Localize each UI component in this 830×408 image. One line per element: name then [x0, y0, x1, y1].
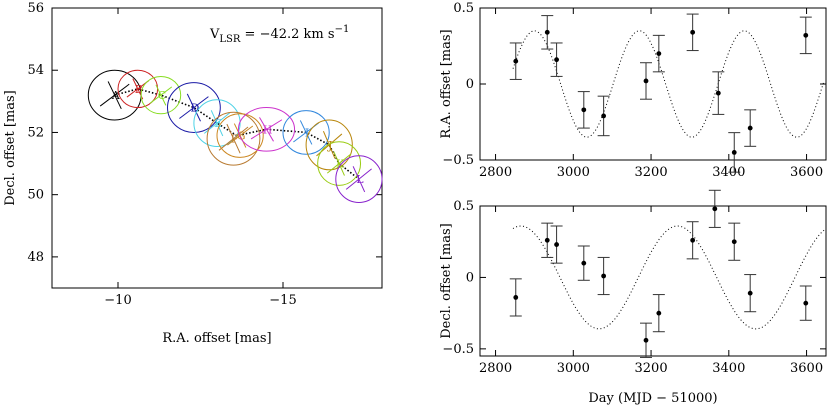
plot-frame	[479, 205, 827, 357]
x-tick-label: −10	[104, 293, 131, 308]
spot-ellipse	[335, 155, 383, 203]
velocity-annotation: VLSR = −42.2 km s−1	[209, 24, 349, 45]
data-point	[581, 260, 587, 266]
y-tick-label: 54	[27, 63, 44, 78]
spot-label: L	[356, 173, 364, 186]
spot-label: G	[237, 130, 246, 143]
decl-offset-panel: 2800 3000 3200 3400 3600 −0.5 0 0.5 Decl. offset…	[439, 189, 827, 406]
spot-label: A	[111, 89, 121, 102]
y-axis-label: Decl. offset [mas]	[3, 90, 18, 206]
spot-ellipse	[282, 110, 330, 155]
data-point	[715, 90, 721, 96]
data-point	[554, 242, 559, 247]
spot-minor-axis	[155, 84, 167, 106]
spot-ellipse	[216, 113, 264, 158]
data-point	[747, 290, 753, 296]
spot-minor-axis	[186, 93, 201, 122]
data-point	[803, 32, 809, 38]
data-point	[581, 107, 587, 113]
model-curve	[512, 30, 825, 138]
y-tick-label: 0	[466, 270, 474, 285]
spot-minor-axis	[233, 123, 247, 148]
data-point	[731, 239, 737, 245]
x-axis-label: R.A. offset [mas]	[162, 331, 271, 346]
spot-minor-axis	[299, 120, 313, 145]
spot-label: C	[158, 89, 166, 102]
spot-minor-axis	[107, 81, 122, 110]
spot-minor-axis	[210, 110, 224, 137]
spot-ellipse	[237, 107, 296, 152]
x-tick-label: 3000	[557, 165, 590, 180]
spot-ellipse	[206, 111, 261, 166]
spot-ellipse	[193, 99, 241, 147]
spot-label: D	[190, 102, 199, 115]
y-axis-label: Decl. offset [mas]	[439, 223, 454, 339]
data-point	[712, 206, 718, 212]
spot-minor-axis	[226, 123, 241, 154]
x-tick-label: 3000	[557, 361, 590, 376]
y-tick-label: 0.5	[453, 1, 474, 16]
x-tick-label: 3600	[790, 165, 823, 180]
ra-offset-panel: 2800 3000 3200 3400 3600−0.500.5R.A. offset …	[439, 1, 827, 180]
data-point	[803, 300, 809, 306]
data-point	[601, 273, 607, 279]
spot-ellipse	[305, 119, 353, 171]
y-tick-label: 0	[466, 77, 474, 92]
x-tick-label: 3400	[712, 361, 745, 376]
data-point	[513, 295, 519, 300]
data-point	[731, 150, 737, 155]
spot-minor-axis	[259, 117, 274, 142]
spot-label: J	[327, 139, 332, 152]
data-point	[601, 113, 607, 119]
model-curve	[512, 225, 825, 330]
spot-map-panel: −10 −15 48 50 52 54 56 R.A. offset [mas] Decl. o…	[3, 1, 383, 346]
plot-frame	[479, 7, 827, 161]
spot-ellipse	[317, 141, 362, 186]
spot-minor-axis	[333, 151, 345, 176]
data-point	[747, 125, 753, 131]
data-point	[690, 237, 696, 243]
y-tick-label: 48	[27, 250, 44, 265]
data-point	[643, 78, 649, 84]
x-tick-label: 3200	[635, 165, 668, 180]
x-tick-label: 2800	[479, 361, 512, 376]
x-tick-label: −15	[269, 293, 296, 308]
spot-ellipse	[140, 75, 182, 115]
spot-label: B	[135, 83, 143, 96]
data-point	[554, 57, 559, 63]
spot-label: H	[263, 123, 273, 136]
data-point	[656, 51, 662, 56]
data-point	[656, 310, 662, 316]
y-tick-label: 52	[27, 125, 44, 140]
x-axis-label: Day (MJD − 51000)	[588, 391, 717, 406]
spot-label: K	[336, 158, 345, 171]
spot-minor-axis	[322, 131, 336, 159]
x-tick-label: 2800	[479, 165, 512, 180]
data-point	[544, 237, 550, 243]
data-point	[513, 58, 519, 64]
data-point	[544, 29, 550, 35]
y-tick-label: 56	[27, 1, 44, 16]
spot-label: I	[305, 126, 309, 139]
spot-label: E	[214, 117, 222, 130]
data-point	[643, 337, 649, 343]
spot-ellipse	[167, 82, 221, 133]
x-tick-label: 3600	[790, 361, 823, 376]
spot-minor-axis	[352, 166, 366, 193]
y-tick-label: −0.5	[442, 153, 474, 168]
plot-frame	[51, 7, 383, 289]
y-axis-label: R.A. offset [mas]	[439, 29, 454, 138]
data-point	[690, 29, 696, 35]
y-tick-label: −0.5	[442, 342, 474, 357]
y-tick-label: 0.5	[453, 199, 474, 214]
x-tick-label: 3200	[635, 361, 668, 376]
y-tick-label: 50	[27, 188, 44, 203]
